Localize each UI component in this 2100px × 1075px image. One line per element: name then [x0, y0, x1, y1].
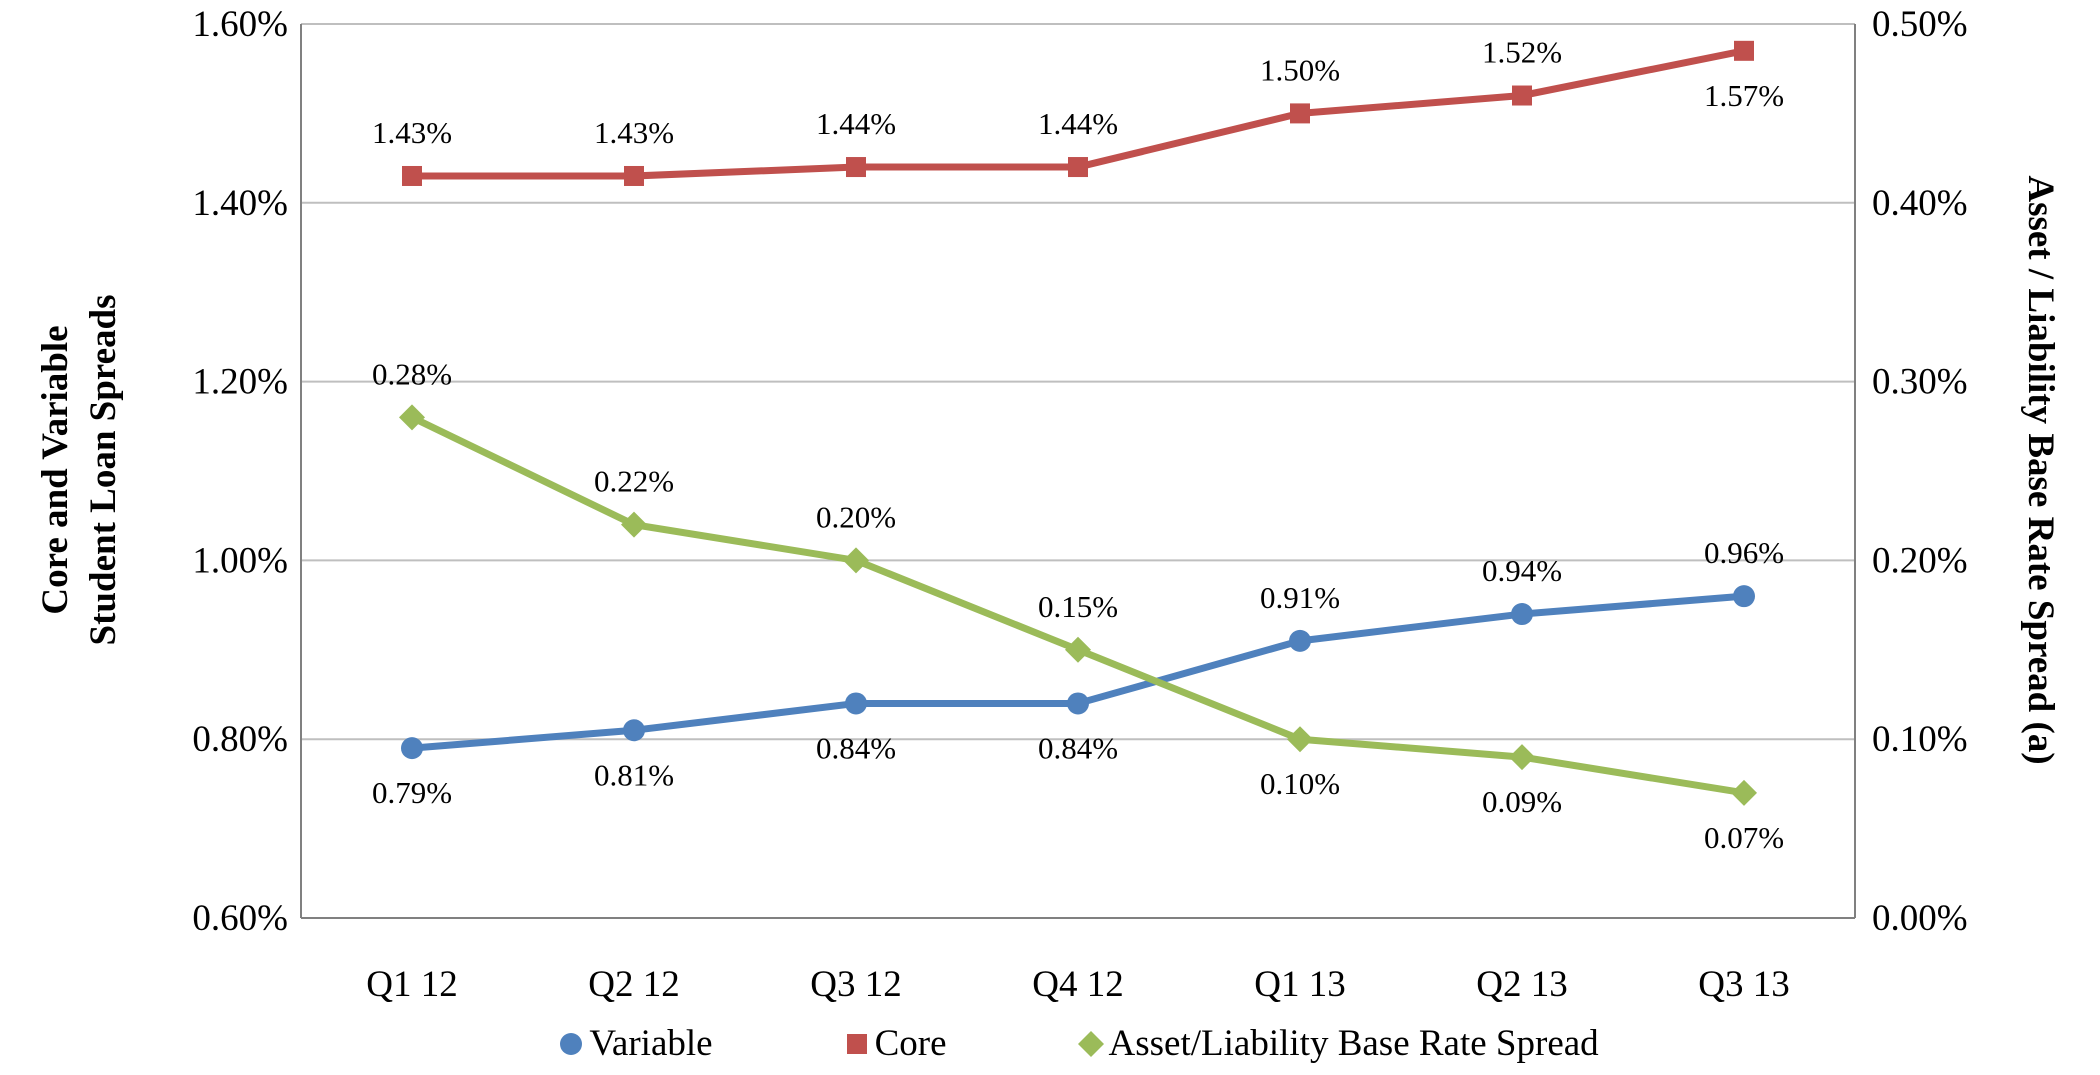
data-label-core: 1.44% — [816, 106, 896, 141]
left-axis-tick-label: 0.60% — [192, 898, 288, 939]
legend-label: Asset/Liability Base Rate Spread — [1108, 1023, 1599, 1064]
left-axis-tick-label: 1.00% — [192, 540, 288, 581]
data-label-variable: 0.81% — [594, 757, 674, 792]
data-label-asset-liability-base-rate-spread: 0.22% — [594, 464, 674, 499]
x-axis-tick-label: Q4 12 — [1032, 964, 1123, 1005]
legend-marker-circle-icon — [560, 1032, 583, 1055]
series-marker-core — [1290, 103, 1310, 124]
left-axis-title: Core and Variable Student Loan Spreads — [32, 295, 128, 646]
left-axis-tick-label: 1.60% — [192, 4, 288, 45]
x-axis-tick-label: Q3 12 — [810, 964, 901, 1005]
data-label-variable: 0.91% — [1260, 580, 1340, 615]
data-label-variable: 0.84% — [1038, 730, 1118, 765]
right-axis-tick-label: 0.30% — [1872, 362, 1968, 403]
left-axis-tick-label: 1.40% — [192, 183, 288, 224]
legend-marker-square-icon — [846, 1033, 867, 1054]
series-marker-core — [846, 157, 866, 178]
right-axis-tick-label: 0.40% — [1872, 183, 1968, 224]
series-marker-asset-liability-base-rate-spread — [621, 511, 647, 538]
data-label-variable: 0.79% — [372, 775, 452, 810]
series-marker-asset-liability-base-rate-spread — [1509, 744, 1535, 771]
legend: Variable Core Asset/Liability Base Rate Sp… — [301, 1022, 1855, 1065]
series-marker-core — [624, 165, 644, 186]
series-marker-core — [1734, 40, 1754, 61]
series-marker-asset-liability-base-rate-spread — [843, 547, 869, 574]
series-marker-variable — [623, 719, 645, 742]
left-axis-title-line2: Student Loan Spreads — [83, 294, 124, 646]
data-label-core: 1.43% — [372, 115, 452, 150]
data-label-variable: 0.96% — [1704, 535, 1784, 570]
right-axis-title: Asset / Liability Base Rate Spread (a) — [2020, 175, 2062, 765]
series-marker-core — [402, 165, 422, 186]
data-label-asset-liability-base-rate-spread: 0.10% — [1260, 766, 1340, 801]
x-axis-tick-label: Q1 13 — [1254, 964, 1345, 1005]
data-label-asset-liability-base-rate-spread: 0.15% — [1038, 589, 1118, 624]
series-marker-asset-liability-base-rate-spread — [1065, 636, 1091, 663]
data-label-asset-liability-base-rate-spread: 0.20% — [816, 499, 896, 534]
right-axis-tick-label: 0.10% — [1872, 719, 1968, 760]
series-marker-core — [1068, 157, 1088, 178]
legend-item-asset-liability-base-rate-spread: Asset/Liability Base Rate Spread — [1077, 1022, 1599, 1065]
x-axis-tick-label: Q1 12 — [366, 964, 457, 1005]
legend-item-variable: Variable — [557, 1022, 713, 1065]
legend-marker-diamond-icon — [1077, 1030, 1104, 1057]
x-axis-tick-label: Q2 13 — [1476, 964, 1567, 1005]
data-label-asset-liability-base-rate-spread: 0.09% — [1482, 784, 1562, 819]
series-marker-asset-liability-base-rate-spread — [1731, 779, 1757, 806]
left-axis-tick-label: 0.80% — [192, 719, 288, 760]
data-label-asset-liability-base-rate-spread: 0.07% — [1704, 820, 1784, 855]
data-label-asset-liability-base-rate-spread: 0.28% — [372, 356, 452, 391]
series-marker-variable — [401, 737, 423, 760]
series-marker-variable — [1067, 692, 1089, 715]
series-marker-variable — [1733, 585, 1755, 608]
x-axis-tick-label: Q3 13 — [1698, 964, 1789, 1005]
legend-label: Core — [874, 1023, 947, 1064]
series-marker-variable — [845, 692, 867, 715]
right-axis-tick-label: 0.20% — [1872, 540, 1968, 581]
left-axis-title-line1: Core and Variable — [34, 325, 76, 615]
right-axis-tick-label: 0.00% — [1872, 898, 1968, 939]
series-marker-core — [1512, 85, 1532, 106]
series-marker-variable — [1289, 629, 1311, 652]
series-marker-asset-liability-base-rate-spread — [1287, 726, 1313, 753]
legend-label: Variable — [589, 1023, 713, 1064]
data-label-core: 1.50% — [1260, 52, 1340, 87]
right-axis-tick-label: 0.50% — [1872, 4, 1968, 45]
data-label-core: 1.44% — [1038, 106, 1118, 141]
data-label-core: 1.57% — [1704, 78, 1784, 113]
data-label-core: 1.43% — [594, 115, 674, 150]
legend-item-core: Core — [843, 1022, 947, 1065]
series-marker-variable — [1511, 603, 1533, 626]
data-label-variable: 0.94% — [1482, 553, 1562, 588]
left-axis-tick-label: 1.20% — [192, 362, 288, 403]
data-label-core: 1.52% — [1482, 35, 1562, 70]
data-label-variable: 0.84% — [816, 730, 896, 765]
series-marker-asset-liability-base-rate-spread — [399, 404, 425, 431]
x-axis-tick-label: Q2 12 — [588, 964, 679, 1005]
